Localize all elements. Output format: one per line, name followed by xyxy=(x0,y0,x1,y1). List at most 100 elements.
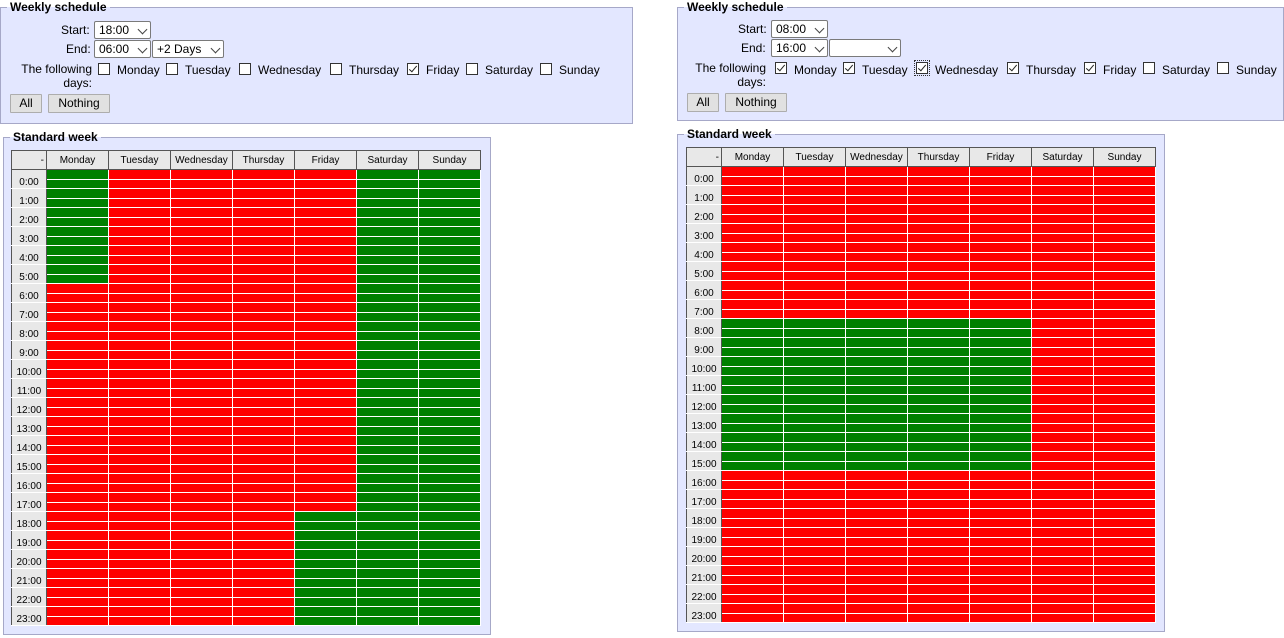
schedule-cell[interactable] xyxy=(969,223,1032,234)
schedule-cell[interactable] xyxy=(783,470,846,481)
checkbox-tuesday[interactable] xyxy=(166,63,178,75)
schedule-cell[interactable] xyxy=(418,245,481,256)
schedule-cell[interactable] xyxy=(721,232,784,243)
schedule-cell[interactable] xyxy=(845,280,908,291)
schedule-cell[interactable] xyxy=(108,587,171,598)
schedule-cell[interactable] xyxy=(46,492,109,503)
schedule-cell[interactable] xyxy=(1031,403,1094,414)
schedule-cell[interactable] xyxy=(108,577,171,588)
schedule-cell[interactable] xyxy=(783,185,846,196)
schedule-cell[interactable] xyxy=(783,422,846,433)
schedule-cell[interactable] xyxy=(969,584,1032,595)
schedule-cell[interactable] xyxy=(356,435,419,446)
schedule-cell[interactable] xyxy=(1093,270,1156,281)
schedule-cell[interactable] xyxy=(170,178,233,189)
schedule-cell[interactable] xyxy=(1093,337,1156,348)
schedule-cell[interactable] xyxy=(969,451,1032,462)
schedule-cell[interactable] xyxy=(232,596,295,607)
schedule-cell[interactable] xyxy=(418,321,481,332)
schedule-cell[interactable] xyxy=(1031,175,1094,186)
schedule-cell[interactable] xyxy=(418,197,481,208)
schedule-cell[interactable] xyxy=(294,349,357,360)
schedule-cell[interactable] xyxy=(845,356,908,367)
schedule-cell[interactable] xyxy=(1093,346,1156,357)
schedule-cell[interactable] xyxy=(418,273,481,284)
schedule-cell[interactable] xyxy=(232,235,295,246)
schedule-cell[interactable] xyxy=(418,454,481,465)
schedule-cell[interactable] xyxy=(1031,356,1094,367)
schedule-cell[interactable] xyxy=(46,577,109,588)
schedule-cell[interactable] xyxy=(108,596,171,607)
schedule-cell[interactable] xyxy=(907,489,970,500)
schedule-cell[interactable] xyxy=(294,207,357,218)
checkbox-saturday[interactable] xyxy=(466,63,478,75)
schedule-cell[interactable] xyxy=(1093,394,1156,405)
schedule-cell[interactable] xyxy=(1093,299,1156,310)
schedule-cell[interactable] xyxy=(907,223,970,234)
schedule-cell[interactable] xyxy=(418,463,481,474)
schedule-cell[interactable] xyxy=(845,289,908,300)
schedule-cell[interactable] xyxy=(170,197,233,208)
schedule-cell[interactable] xyxy=(845,232,908,243)
schedule-cell[interactable] xyxy=(108,539,171,550)
schedule-cell[interactable] xyxy=(46,216,109,227)
schedule-cell[interactable] xyxy=(1031,593,1094,604)
schedule-cell[interactable] xyxy=(783,441,846,452)
schedule-cell[interactable] xyxy=(907,346,970,357)
schedule-cell[interactable] xyxy=(232,311,295,322)
schedule-cell[interactable] xyxy=(418,596,481,607)
schedule-cell[interactable] xyxy=(356,425,419,436)
schedule-cell[interactable] xyxy=(356,463,419,474)
schedule-cell[interactable] xyxy=(1031,251,1094,262)
schedule-cell[interactable] xyxy=(721,584,784,595)
schedule-cell[interactable] xyxy=(969,204,1032,215)
schedule-cell[interactable] xyxy=(907,403,970,414)
row-header-hour[interactable]: 4:00 xyxy=(686,242,722,262)
row-header-hour[interactable]: 1:00 xyxy=(11,188,47,208)
schedule-cell[interactable] xyxy=(294,482,357,493)
schedule-cell[interactable] xyxy=(108,321,171,332)
row-header-hour[interactable]: 0:00 xyxy=(686,166,722,186)
schedule-cell[interactable] xyxy=(294,406,357,417)
schedule-cell[interactable] xyxy=(907,251,970,262)
schedule-cell[interactable] xyxy=(1093,194,1156,205)
schedule-cell[interactable] xyxy=(783,261,846,272)
schedule-cell[interactable] xyxy=(356,254,419,265)
schedule-cell[interactable] xyxy=(46,387,109,398)
schedule-cell[interactable] xyxy=(294,511,357,522)
schedule-cell[interactable] xyxy=(294,539,357,550)
schedule-cell[interactable] xyxy=(721,213,784,224)
all-button[interactable]: All xyxy=(687,93,719,112)
schedule-cell[interactable] xyxy=(46,416,109,427)
schedule-cell[interactable] xyxy=(356,606,419,617)
schedule-cell[interactable] xyxy=(907,242,970,253)
schedule-cell[interactable] xyxy=(108,359,171,370)
schedule-cell[interactable] xyxy=(232,454,295,465)
schedule-cell[interactable] xyxy=(969,327,1032,338)
row-header-hour[interactable]: 9:00 xyxy=(686,337,722,357)
schedule-cell[interactable] xyxy=(907,498,970,509)
schedule-cell[interactable] xyxy=(1093,546,1156,557)
schedule-cell[interactable] xyxy=(907,365,970,376)
schedule-cell[interactable] xyxy=(418,368,481,379)
row-header-hour[interactable]: 18:00 xyxy=(686,508,722,528)
schedule-cell[interactable] xyxy=(1031,365,1094,376)
schedule-cell[interactable] xyxy=(845,593,908,604)
end-offset-select[interactable]: +2 Days xyxy=(152,40,224,58)
start-time-select[interactable]: 18:00 xyxy=(94,21,151,39)
schedule-cell[interactable] xyxy=(1031,232,1094,243)
schedule-cell[interactable] xyxy=(46,520,109,531)
schedule-cell[interactable] xyxy=(46,530,109,541)
schedule-cell[interactable] xyxy=(170,511,233,522)
row-header-hour[interactable]: 17:00 xyxy=(11,492,47,512)
checkbox-sunday[interactable] xyxy=(540,63,552,75)
row-header-hour[interactable]: 18:00 xyxy=(11,511,47,531)
row-header-hour[interactable]: 20:00 xyxy=(11,549,47,569)
schedule-cell[interactable] xyxy=(721,593,784,604)
schedule-cell[interactable] xyxy=(907,536,970,547)
schedule-cell[interactable] xyxy=(108,169,171,180)
schedule-cell[interactable] xyxy=(1093,555,1156,566)
row-header-hour[interactable]: 2:00 xyxy=(11,207,47,227)
schedule-cell[interactable] xyxy=(969,441,1032,452)
schedule-cell[interactable] xyxy=(1093,175,1156,186)
